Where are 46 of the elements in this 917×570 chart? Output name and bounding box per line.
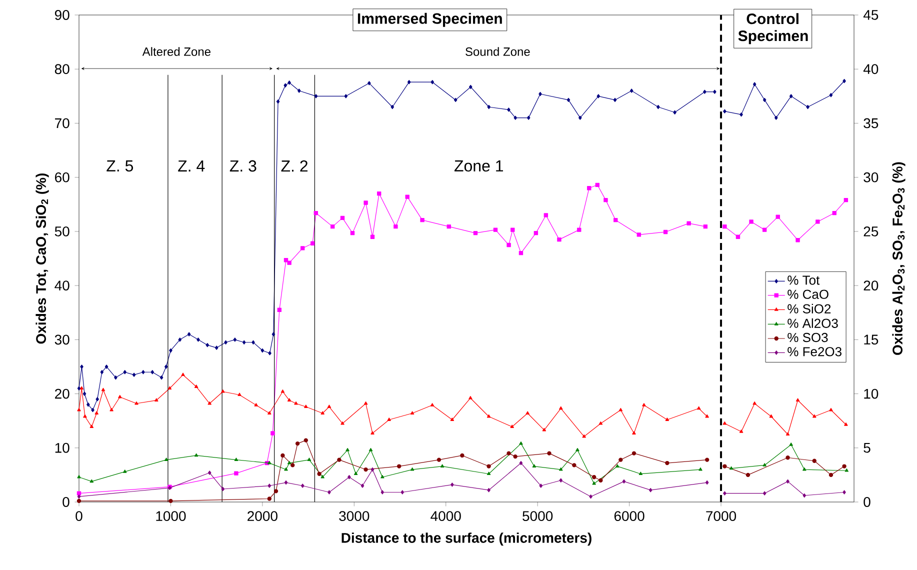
x-tick-label: 3000 [339, 511, 370, 522]
annotation: Sound Zone [466, 47, 530, 56]
y2-tick-label: 10 [864, 388, 878, 399]
x-tick-label: 4000 [430, 511, 461, 522]
annotation: Z. 3 [230, 160, 256, 172]
x-tick-label: 5000 [522, 511, 553, 522]
legend-label: % Fe2O3 [788, 347, 842, 356]
annotation: Zone 1 [454, 160, 503, 172]
annotation: Immersed Specimen [358, 12, 502, 27]
annotation: Z. 4 [178, 160, 205, 172]
y-tick-label: 0 [62, 497, 70, 507]
y2-tick-label: 25 [864, 226, 878, 236]
x-tick-label: 6000 [614, 511, 644, 522]
legend-label: % SO3 [788, 332, 828, 342]
y-tick-label: 10 [55, 442, 70, 453]
y-tick-label: 40 [54, 280, 70, 291]
y-axis-title: Oxides Tot, CaO, SiO$_{2}$ (%) [36, 174, 49, 344]
x-tick-label: 0 [76, 511, 82, 522]
y2-tick-label: 0 [864, 497, 870, 507]
x-tick-label: 2000 [248, 511, 278, 522]
x-axis-title: Distance to the surface (micrometers) [342, 532, 592, 546]
y2-tick-label: 15 [864, 334, 878, 345]
y-tick-label: 70 [55, 118, 70, 128]
y2-tick-label: 30 [864, 172, 878, 182]
y-tick-label: 50 [54, 226, 70, 236]
annotation: Z. 2 [281, 160, 308, 172]
y-tick-label: 20 [55, 388, 70, 399]
y2-tick-label: 45 [863, 10, 878, 20]
y2-tick-label: 40 [863, 64, 878, 74]
legend-label: % SiO2 [788, 304, 831, 314]
legend-label: % Al2O3 [788, 318, 838, 328]
annotation: Altered Zone [142, 47, 210, 56]
y2-tick-label: 35 [864, 118, 878, 128]
x-tick-label: 7000 [706, 511, 736, 522]
annotation: Z. 5 [106, 160, 134, 172]
y-tick-label: 60 [55, 172, 70, 182]
text: Oxides Al$_{2}$O$_{3}$, SO$_{3}$, Fe$_{2}$O$_{3}$ (%) [892, 162, 906, 355]
legend-label: % CaO [788, 290, 828, 299]
y-tick-label: 90 [54, 10, 70, 20]
annotation: Control Specimen [738, 13, 808, 44]
y-tick-label: 80 [54, 64, 70, 74]
x-tick-label: 1000 [156, 511, 186, 522]
legend-label: % Tot [788, 276, 820, 285]
y2-tick-label: 5 [864, 443, 870, 453]
y-tick-label: 30 [54, 334, 70, 345]
y2-tick-label: 20 [864, 280, 878, 291]
